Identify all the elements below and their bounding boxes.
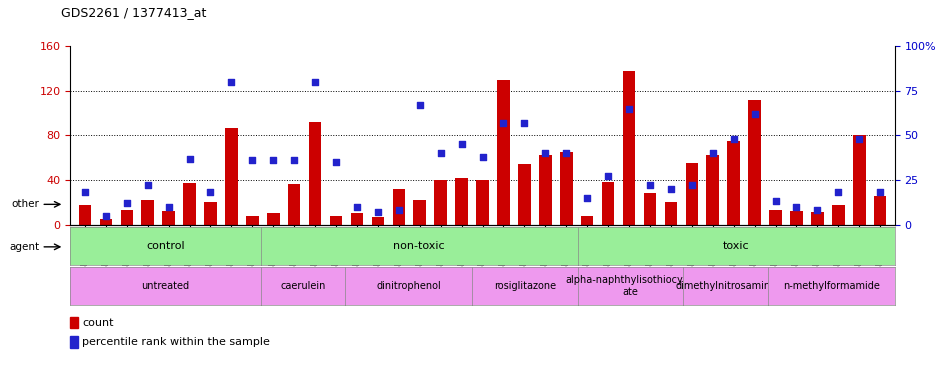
Point xyxy=(412,102,427,108)
Bar xyxy=(392,189,404,225)
Point xyxy=(224,79,239,85)
Point xyxy=(809,207,824,214)
Point xyxy=(579,195,594,201)
Point xyxy=(851,136,866,142)
Bar xyxy=(70,317,78,328)
Point xyxy=(307,79,322,85)
Point xyxy=(119,200,134,206)
Text: alpha-naphthylisothiocyan
ate: alpha-naphthylisothiocyan ate xyxy=(565,275,695,297)
Bar xyxy=(726,141,739,225)
Point xyxy=(705,150,720,156)
Bar xyxy=(643,194,655,225)
Bar xyxy=(455,178,467,225)
Text: dinitrophenol: dinitrophenol xyxy=(375,281,441,291)
Point xyxy=(768,199,782,205)
Bar xyxy=(538,156,551,225)
Bar xyxy=(497,79,509,225)
Bar xyxy=(706,156,718,225)
Point xyxy=(78,189,93,195)
Bar xyxy=(309,122,321,225)
Point xyxy=(140,182,155,189)
Text: n-methylformamide: n-methylformamide xyxy=(782,281,879,291)
Point xyxy=(98,213,113,219)
Bar xyxy=(225,127,238,225)
Text: dimethylnitrosamine: dimethylnitrosamine xyxy=(675,281,775,291)
Bar xyxy=(70,336,78,348)
Point xyxy=(871,189,886,195)
Bar xyxy=(287,184,300,225)
Text: count: count xyxy=(82,318,113,328)
Point xyxy=(621,106,636,112)
Text: percentile rank within the sample: percentile rank within the sample xyxy=(82,337,270,347)
Bar xyxy=(580,216,592,225)
Bar xyxy=(79,205,91,225)
Point xyxy=(432,150,447,156)
Text: GDS2261 / 1377413_at: GDS2261 / 1377413_at xyxy=(61,6,206,19)
Text: untreated: untreated xyxy=(141,281,189,291)
Bar xyxy=(329,216,342,225)
Bar xyxy=(811,212,823,225)
Bar xyxy=(852,136,865,225)
Bar xyxy=(560,152,572,225)
Text: agent: agent xyxy=(9,242,39,252)
Point xyxy=(517,120,532,126)
Point xyxy=(537,150,552,156)
Point xyxy=(642,182,657,189)
Bar xyxy=(141,200,154,225)
Bar xyxy=(622,71,635,225)
Point xyxy=(391,207,406,214)
Text: toxic: toxic xyxy=(723,241,749,251)
Bar xyxy=(183,183,196,225)
Text: caerulein: caerulein xyxy=(280,281,325,291)
Point xyxy=(266,157,281,164)
Bar xyxy=(664,202,677,225)
Point xyxy=(600,173,615,179)
Point xyxy=(182,156,197,162)
Bar xyxy=(372,217,384,225)
Text: other: other xyxy=(11,199,39,209)
Bar xyxy=(99,219,112,225)
Bar xyxy=(873,195,885,225)
Bar xyxy=(162,211,175,225)
Point xyxy=(495,120,510,126)
Bar xyxy=(831,205,843,225)
Bar xyxy=(413,200,426,225)
Bar xyxy=(768,210,781,225)
Point xyxy=(683,182,698,189)
Point xyxy=(558,150,573,156)
Text: control: control xyxy=(146,241,184,251)
Bar xyxy=(204,202,216,225)
Text: rosiglitazone: rosiglitazone xyxy=(493,281,555,291)
Point xyxy=(161,204,176,210)
Point xyxy=(203,189,218,195)
Point xyxy=(830,189,845,195)
Text: non-toxic: non-toxic xyxy=(393,241,445,251)
Bar xyxy=(121,210,133,225)
Bar xyxy=(789,211,802,225)
Bar xyxy=(685,163,697,225)
Bar xyxy=(748,100,760,225)
Point xyxy=(329,159,344,165)
Point xyxy=(370,209,385,215)
Bar xyxy=(601,182,614,225)
Point xyxy=(663,186,678,192)
Point xyxy=(244,157,259,164)
Point xyxy=(454,141,469,147)
Point xyxy=(286,157,301,164)
Point xyxy=(725,136,740,142)
Point xyxy=(788,204,803,210)
Bar xyxy=(246,216,258,225)
Bar xyxy=(475,180,489,225)
Point xyxy=(349,204,364,210)
Point xyxy=(475,154,490,160)
Point xyxy=(746,111,761,117)
Bar xyxy=(518,164,530,225)
Bar xyxy=(350,214,363,225)
Bar xyxy=(267,214,279,225)
Bar xyxy=(434,180,446,225)
